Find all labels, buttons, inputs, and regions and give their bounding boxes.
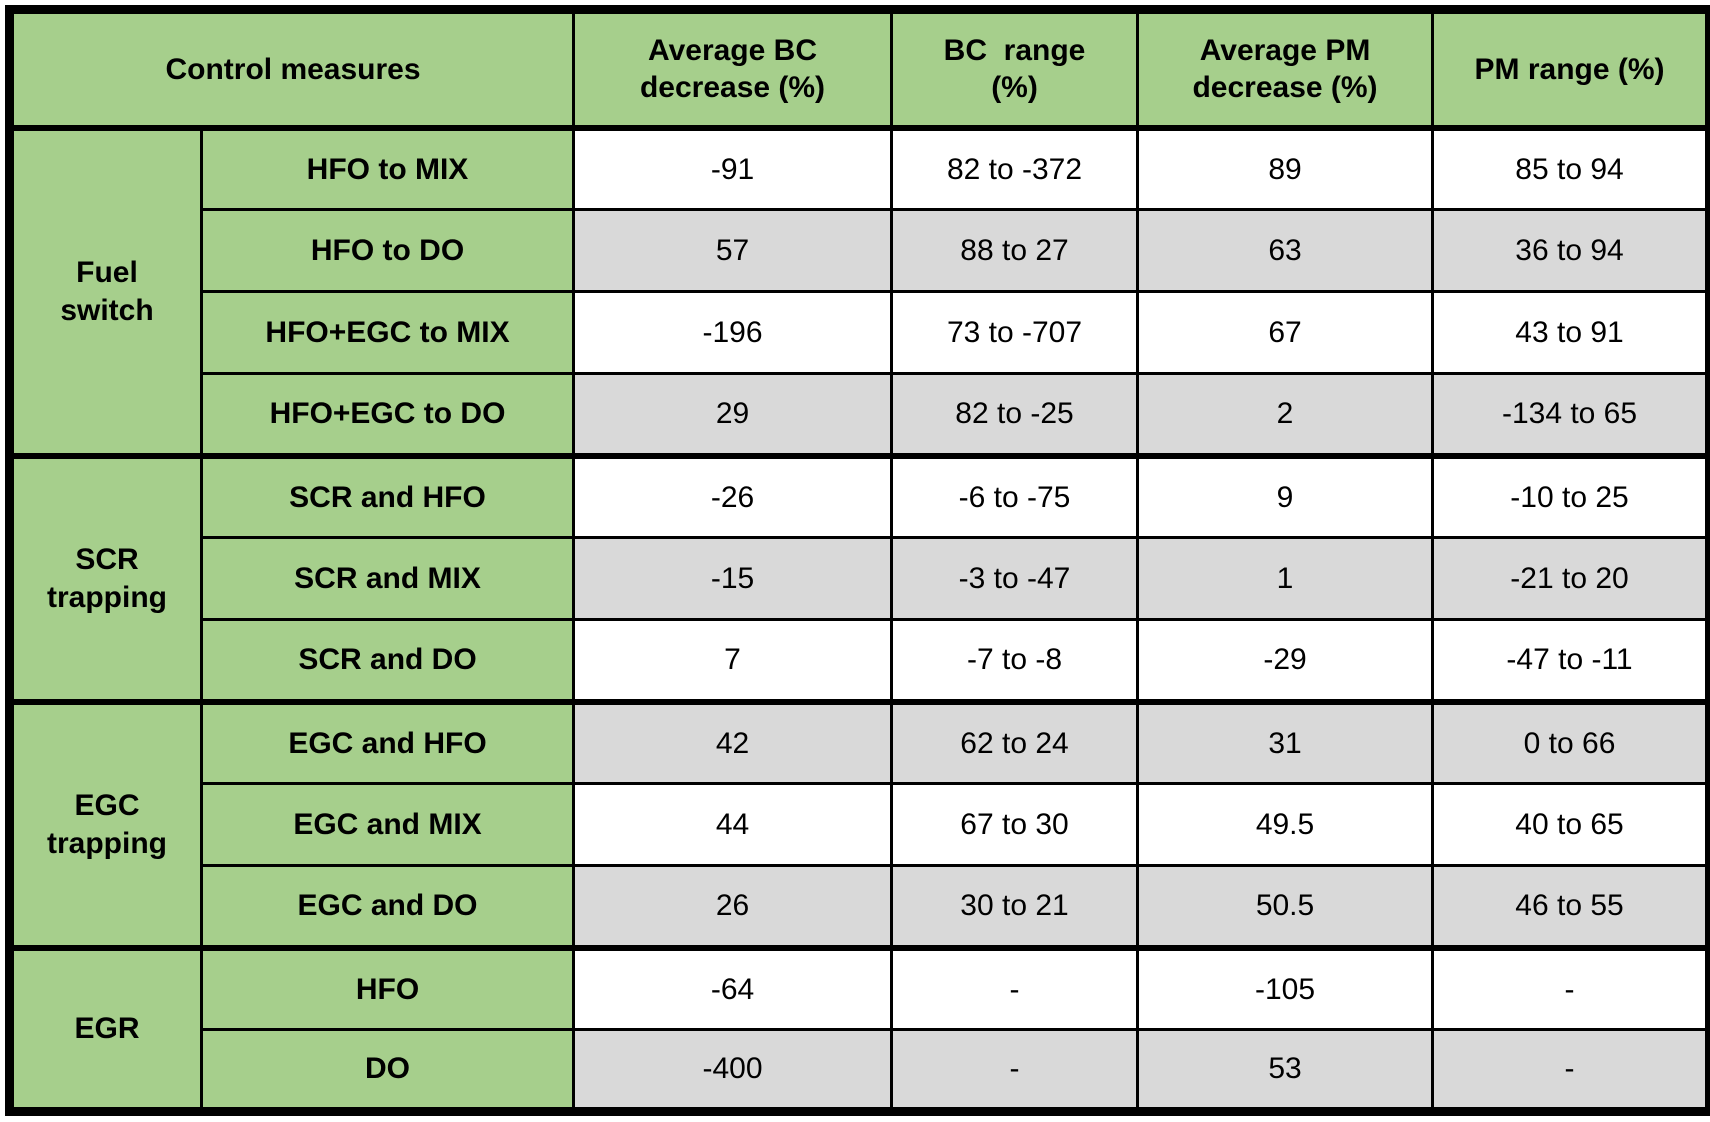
- bc-range-value: -6 to -75: [890, 452, 1140, 539]
- pm-range-value: 0 to 66: [1431, 698, 1710, 785]
- table-row-egr-hfo: EGR HFO -64 - -105 -: [8, 944, 1710, 1113]
- pm-range-value: -: [1431, 1028, 1710, 1113]
- avg-pm-value: -105: [1136, 944, 1435, 1031]
- avg-pm-value: 89: [1136, 126, 1435, 211]
- bc-range-value: 67 to 30: [890, 782, 1140, 867]
- header-row: Control measures Average BC decrease (%)…: [7, 8, 1710, 131]
- table-row-egr-do: DO -400 - 53 -: [10, 1028, 1710, 1113]
- table-row-hfo-to-do: HFO to DO 57 88 to 27 63 36 to 94: [10, 208, 1710, 293]
- header-avg-pm-decrease: Average PM decrease (%): [1136, 8, 1435, 131]
- pm-range-value: 40 to 65: [1431, 782, 1710, 867]
- avg-bc-value: -64: [572, 944, 894, 1031]
- bc-range-value: -: [890, 944, 1140, 1031]
- pm-range-value: -10 to 25: [1431, 452, 1710, 539]
- group-label-egc-trapping: EGC trapping: [8, 698, 203, 949]
- pm-range-value: -134 to 65: [1431, 372, 1710, 457]
- avg-bc-value: -15: [572, 536, 894, 621]
- header-pm-range: PM range (%): [1431, 8, 1710, 131]
- table-row-scr-and-mix: SCR and MIX -15 -3 to -47 1 -21 to 20: [10, 536, 1710, 621]
- bc-range-value: 88 to 27: [890, 208, 1140, 293]
- pm-range-value: -21 to 20: [1431, 536, 1710, 621]
- avg-bc-value: 57: [572, 208, 894, 293]
- avg-pm-value: -29: [1136, 618, 1435, 703]
- bc-range-value: 30 to 21: [890, 864, 1140, 949]
- avg-pm-value: 53: [1136, 1028, 1435, 1113]
- avg-pm-value: 2: [1136, 372, 1435, 457]
- bc-range-value: 82 to -25: [890, 372, 1140, 457]
- measure-label: EGC and MIX: [199, 782, 576, 867]
- table-row-hfo-to-mix: Fuel switch HFO to MIX -91 82 to -372 89…: [8, 126, 1710, 457]
- measure-label: EGC and DO: [199, 864, 576, 949]
- avg-bc-value: 7: [572, 618, 894, 703]
- measure-label: SCR and MIX: [199, 536, 576, 621]
- avg-pm-value: 31: [1136, 698, 1435, 785]
- pm-range-value: 36 to 94: [1431, 208, 1710, 293]
- avg-bc-value: -91: [572, 126, 894, 211]
- table-row-hfo-egc-to-mix: HFO+EGC to MIX -196 73 to -707 67 43 to …: [10, 290, 1710, 375]
- bc-range-value: -3 to -47: [890, 536, 1140, 621]
- avg-bc-value: 29: [572, 372, 894, 457]
- measure-label: SCR and HFO: [199, 452, 576, 539]
- measure-label: SCR and DO: [199, 618, 576, 703]
- avg-pm-value: 67: [1136, 290, 1435, 375]
- bc-range-value: -: [890, 1028, 1140, 1113]
- avg-bc-value: -400: [572, 1028, 894, 1113]
- avg-pm-value: 50.5: [1136, 864, 1435, 949]
- pm-range-value: 85 to 94: [1431, 126, 1710, 211]
- control-measures-table: Control measures Average BC decrease (%)…: [5, 5, 1710, 1116]
- measure-label: HFO to MIX: [199, 126, 576, 211]
- table-row-scr-and-hfo: SCR trapping SCR and HFO -26 -6 to -75 9…: [8, 452, 1710, 703]
- avg-bc-value: 44: [572, 782, 894, 867]
- measure-label: EGC and HFO: [199, 698, 576, 785]
- avg-pm-value: 1: [1136, 536, 1435, 621]
- measure-label: HFO: [199, 944, 576, 1031]
- bc-range-value: 82 to -372: [890, 126, 1140, 211]
- group-label-egr: EGR: [8, 944, 203, 1113]
- avg-bc-value: -26: [572, 452, 894, 539]
- table-row-scr-and-do: SCR and DO 7 -7 to -8 -29 -47 to -11: [10, 618, 1710, 703]
- header-bc-range: BC range (%): [890, 8, 1140, 131]
- pm-range-value: -: [1431, 944, 1710, 1031]
- measure-label: DO: [199, 1028, 576, 1113]
- bc-range-value: 73 to -707: [890, 290, 1140, 375]
- avg-bc-value: -196: [572, 290, 894, 375]
- avg-pm-value: 49.5: [1136, 782, 1435, 867]
- table-row-egc-and-mix: EGC and MIX 44 67 to 30 49.5 40 to 65: [10, 782, 1710, 867]
- avg-bc-value: 26: [572, 864, 894, 949]
- pm-range-value: -47 to -11: [1431, 618, 1710, 703]
- header-control-measures: Control measures: [7, 8, 576, 131]
- group-label-scr-trapping: SCR trapping: [8, 452, 203, 703]
- avg-pm-value: 9: [1136, 452, 1435, 539]
- measure-label: HFO+EGC to MIX: [199, 290, 576, 375]
- measure-label: HFO to DO: [199, 208, 576, 293]
- table-row-egc-and-hfo: EGC trapping EGC and HFO 42 62 to 24 31 …: [8, 698, 1710, 949]
- table-row-hfo-egc-to-do: HFO+EGC to DO 29 82 to -25 2 -134 to 65: [10, 372, 1710, 457]
- bc-range-value: 62 to 24: [890, 698, 1140, 785]
- bc-range-value: -7 to -8: [890, 618, 1140, 703]
- table-row-egc-and-do: EGC and DO 26 30 to 21 50.5 46 to 55: [10, 864, 1710, 949]
- avg-pm-value: 63: [1136, 208, 1435, 293]
- avg-bc-value: 42: [572, 698, 894, 785]
- pm-range-value: 43 to 91: [1431, 290, 1710, 375]
- header-avg-bc-decrease: Average BC decrease (%): [572, 8, 894, 131]
- measure-label: HFO+EGC to DO: [199, 372, 576, 457]
- pm-range-value: 46 to 55: [1431, 864, 1710, 949]
- group-label-fuel-switch: Fuel switch: [8, 126, 203, 457]
